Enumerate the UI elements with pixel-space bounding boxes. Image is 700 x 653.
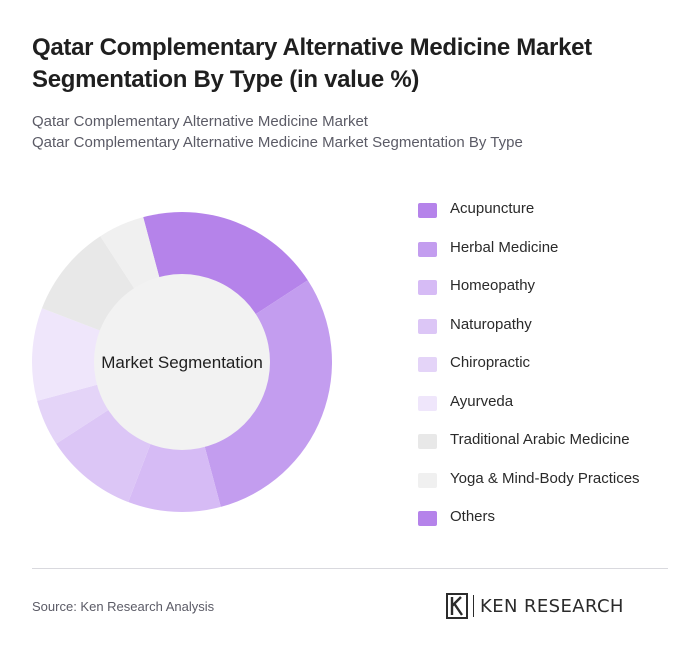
legend-swatch [418,280,437,295]
legend-label: Traditional Arabic Medicine [450,431,630,448]
legend-item-homeopathy[interactable]: Homeopathy [418,275,688,314]
legend-swatch [418,395,437,411]
chart-legend: Acupuncture Herbal Medicine Homeopathy Natu… [418,198,688,545]
legend-swatch [418,434,437,449]
chart-subtitle-secondary: Qatar Complementary Alternative Medicine… [32,134,523,151]
legend-swatch [418,241,437,257]
legend-item-chiropractic[interactable]: Chiropractic [418,352,688,391]
legend-label: Yoga & Mind-Body Practices [450,469,640,487]
legend-item-naturopathy[interactable]: Naturopathy [418,314,688,353]
donut-chart: Market Segmentation [31,211,333,513]
logo-separator [473,595,474,617]
legend-label: Chiropractic [450,354,531,371]
logo-text: KEN RESEARCH [480,595,624,617]
footer-divider [32,568,668,569]
source-note: Source: Ken Research Analysis [32,599,215,614]
ken-research-logo: KEN RESEARCH [446,592,624,620]
legend-swatch [418,472,437,488]
chart-subtitle: Qatar Complementary Alternative Medicine… [32,113,368,130]
legend-swatch [418,357,437,372]
legend-label: Others [450,508,496,525]
legend-item-ayurveda[interactable]: Ayurveda [418,391,688,430]
legend-item-yoga-mind-body-practices[interactable]: Yoga & Mind-Body Practices [418,468,688,507]
legend-swatch [418,511,437,526]
legend-item-traditional-arabic-medicine[interactable]: Traditional Arabic Medicine [418,429,688,468]
legend-swatch [418,203,437,218]
legend-label: Homeopathy [450,277,536,294]
ken-research-logo-icon [446,593,468,619]
legend-swatch [418,318,437,334]
legend-label: Ayurveda [450,392,514,410]
legend-item-herbal-medicine[interactable]: Herbal Medicine [418,237,688,276]
legend-label: Acupuncture [450,200,535,217]
chart-title: Qatar Complementary Alternative Medicine… [32,34,592,93]
legend-label: Herbal Medicine [450,238,559,256]
legend-item-others[interactable]: Others [418,506,688,545]
donut-center [94,274,270,450]
donut-center-label: Market Segmentation [101,353,263,372]
legend-label: Naturopathy [450,315,532,333]
legend-item-acupuncture[interactable]: Acupuncture [418,198,688,237]
